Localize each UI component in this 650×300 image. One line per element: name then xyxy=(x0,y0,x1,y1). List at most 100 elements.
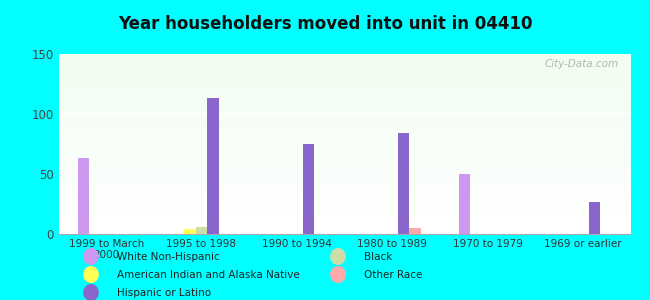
Bar xyxy=(58,84,630,85)
Bar xyxy=(58,162,630,163)
Bar xyxy=(58,130,630,131)
Bar xyxy=(58,77,630,78)
Bar xyxy=(58,138,630,139)
Bar xyxy=(58,71,630,72)
Text: City-Data.com: City-Data.com xyxy=(545,59,619,69)
Text: Year householders moved into unit in 04410: Year householders moved into unit in 044… xyxy=(118,15,532,33)
Bar xyxy=(58,203,630,204)
Bar xyxy=(58,57,630,58)
Bar xyxy=(58,80,630,81)
Bar xyxy=(58,86,630,87)
Bar xyxy=(58,177,630,178)
Bar xyxy=(58,108,630,109)
Bar xyxy=(58,107,630,108)
Bar xyxy=(58,90,630,91)
Bar xyxy=(58,217,630,218)
Bar xyxy=(58,61,630,62)
Bar xyxy=(58,194,630,195)
Bar xyxy=(58,143,630,144)
Bar xyxy=(58,127,630,128)
Bar xyxy=(58,196,630,197)
Bar xyxy=(58,156,630,157)
Bar xyxy=(58,123,630,124)
Bar xyxy=(58,145,630,146)
Bar xyxy=(58,191,630,192)
Bar xyxy=(58,98,630,99)
Bar xyxy=(58,68,630,69)
Bar xyxy=(58,120,630,121)
Bar xyxy=(58,174,630,175)
Bar xyxy=(58,227,630,228)
Bar xyxy=(58,63,630,64)
Bar xyxy=(196,227,207,234)
Bar xyxy=(58,159,630,160)
Bar xyxy=(58,190,630,191)
Bar xyxy=(588,202,600,234)
Bar xyxy=(58,193,630,194)
Bar xyxy=(58,233,630,234)
Bar xyxy=(58,164,630,165)
Bar xyxy=(58,229,630,230)
Bar xyxy=(58,135,630,136)
Bar xyxy=(77,158,89,234)
Bar xyxy=(58,129,630,130)
Bar xyxy=(58,141,630,142)
Bar xyxy=(58,99,630,100)
Bar xyxy=(58,146,630,147)
Bar xyxy=(58,139,630,140)
Bar xyxy=(58,133,630,134)
Bar xyxy=(58,209,630,210)
Bar xyxy=(58,165,630,166)
Bar xyxy=(58,215,630,216)
Bar xyxy=(58,222,630,223)
Bar xyxy=(58,228,630,229)
Bar xyxy=(58,184,630,185)
Bar xyxy=(58,116,630,117)
Bar xyxy=(58,150,630,151)
Bar xyxy=(58,122,630,123)
Bar xyxy=(58,225,630,226)
Bar xyxy=(58,128,630,129)
Bar xyxy=(58,151,630,152)
Bar xyxy=(58,155,630,156)
Bar xyxy=(58,147,630,148)
Bar xyxy=(58,118,630,119)
Bar xyxy=(58,163,630,164)
Bar xyxy=(58,55,630,56)
Bar xyxy=(58,110,630,111)
Bar xyxy=(58,192,630,193)
Bar xyxy=(58,87,630,88)
Bar xyxy=(58,88,630,89)
Bar xyxy=(58,62,630,63)
Bar xyxy=(58,213,630,214)
Bar xyxy=(58,136,630,137)
Bar xyxy=(58,226,630,227)
Bar xyxy=(58,72,630,73)
Bar xyxy=(58,197,630,198)
Bar xyxy=(58,216,630,217)
Bar xyxy=(58,140,630,141)
Bar xyxy=(58,176,630,177)
Bar xyxy=(58,175,630,176)
Bar xyxy=(58,70,630,71)
Bar xyxy=(58,105,630,106)
Bar xyxy=(58,83,630,84)
Bar xyxy=(58,181,630,182)
Bar xyxy=(58,178,630,179)
Bar xyxy=(58,230,630,231)
Bar xyxy=(58,125,630,126)
Bar xyxy=(58,119,630,120)
Bar xyxy=(58,170,630,171)
Bar xyxy=(58,186,630,187)
Bar xyxy=(459,174,471,234)
Bar xyxy=(58,54,630,55)
Bar xyxy=(58,85,630,86)
Bar xyxy=(58,185,630,186)
Bar xyxy=(58,58,630,59)
Bar xyxy=(58,220,630,221)
Bar xyxy=(58,231,630,232)
Bar xyxy=(58,76,630,77)
Bar xyxy=(58,67,630,68)
Bar xyxy=(185,229,196,234)
Bar xyxy=(58,66,630,67)
